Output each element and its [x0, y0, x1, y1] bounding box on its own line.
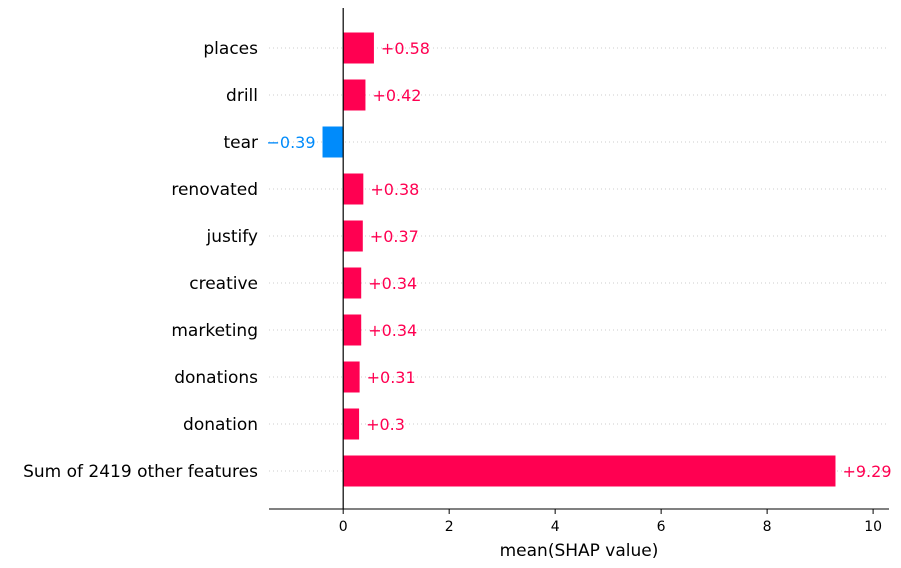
y-tick-label: tear [223, 133, 258, 153]
x-tick-label: 2 [445, 519, 454, 535]
x-axis-label: mean(SHAP value) [500, 541, 659, 561]
y-tick-label: places [203, 39, 258, 59]
value-label: +0.31 [367, 368, 416, 387]
value-label: +9.29 [842, 462, 891, 481]
bars [322, 32, 836, 487]
x-tick-label: 10 [864, 519, 882, 535]
value-label: +0.3 [366, 415, 405, 434]
bar [322, 126, 344, 158]
bar [343, 361, 360, 393]
y-tick-label: justify [206, 227, 259, 247]
bar [343, 32, 374, 64]
x-tick-label: 8 [763, 519, 772, 535]
y-tick-label: Sum of 2419 other features [23, 462, 258, 482]
value-label: −0.39 [266, 133, 315, 152]
bar [343, 173, 364, 205]
bar [343, 314, 362, 346]
row-guides [269, 47, 889, 472]
x-tick-label: 6 [657, 519, 666, 535]
x-axis: 0 2 4 6 8 10 [269, 508, 889, 535]
value-label: +0.58 [381, 39, 430, 58]
bar [343, 79, 366, 111]
y-tick-label: renovated [171, 180, 258, 200]
y-tick-label: creative [189, 274, 258, 294]
bar [343, 220, 363, 252]
y-axis-labels: places drill tear renovated justify creative m… [23, 39, 258, 482]
y-tick-label: marketing [171, 321, 258, 341]
x-tick-label: 4 [551, 519, 560, 535]
bar [343, 267, 362, 299]
value-label: +0.37 [370, 227, 419, 246]
y-tick-label: donations [174, 368, 258, 388]
bar [343, 455, 836, 487]
value-label: +0.38 [370, 180, 419, 199]
value-label: +0.34 [368, 274, 417, 293]
value-label: +0.34 [368, 321, 417, 340]
value-label: +0.42 [372, 86, 421, 105]
y-tick-label: donation [183, 415, 258, 435]
x-tick-label: 0 [339, 519, 348, 535]
y-tick-label: drill [226, 86, 258, 106]
bar [343, 408, 360, 440]
value-labels: +0.58 +0.42 −0.39 +0.38 +0.37 +0.34 +0.34 +0.31… [266, 39, 891, 481]
